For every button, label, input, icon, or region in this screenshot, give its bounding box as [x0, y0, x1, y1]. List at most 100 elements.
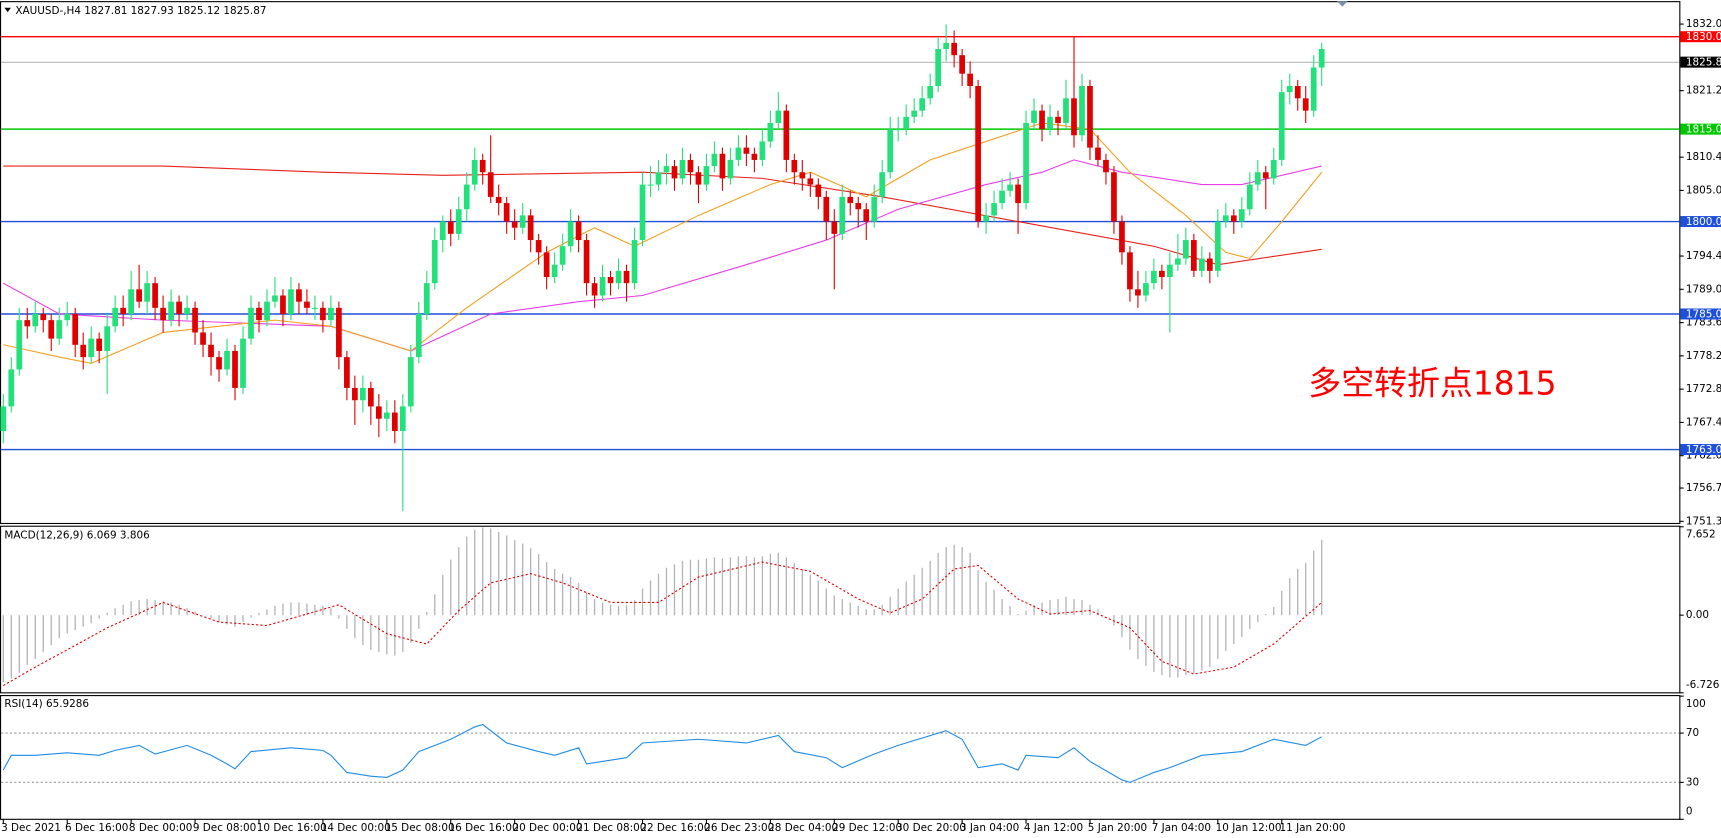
candle-body: [168, 301, 174, 321]
candle-body: [399, 406, 406, 432]
candle-body: [903, 116, 910, 130]
candle-body: [256, 307, 262, 321]
y-tick-label: 1821.25: [1686, 85, 1721, 97]
candle-body: [567, 221, 574, 247]
candle-body: [775, 110, 782, 123]
candle-body: [1206, 258, 1213, 271]
candle-body: [807, 178, 814, 185]
y-tick-label: 1794.40: [1686, 250, 1721, 262]
y-tick-label: 1789.00: [1686, 283, 1721, 295]
candle-body: [671, 166, 678, 179]
candle-body: [144, 283, 150, 302]
candle-body: [344, 357, 350, 388]
candle-body: [1278, 92, 1285, 160]
candle-body: [719, 153, 726, 179]
candle-body: [136, 289, 142, 302]
candle-body: [112, 307, 119, 327]
candle-body: [983, 215, 989, 222]
candle-body: [160, 307, 166, 321]
candle-body: [1222, 215, 1229, 222]
candle-body: [1167, 264, 1173, 278]
candle-body: [703, 166, 710, 185]
x-tick-label: 22 Dec 16:00: [640, 822, 710, 834]
candle-body: [415, 313, 422, 358]
candle-body: [1214, 221, 1221, 271]
candle-body: [1007, 184, 1013, 191]
candle-body: [383, 412, 390, 419]
candle-body: [839, 196, 846, 234]
level-label-box: [1680, 31, 1721, 43]
indicator-label: MACD(12,26,9) 6.069 3.806: [4, 530, 149, 542]
candle-body: [1119, 221, 1125, 253]
candle-body: [360, 387, 366, 401]
candle-body: [1183, 240, 1189, 259]
menu-arrow[interactable]: [4, 7, 11, 13]
candle-body: [631, 240, 638, 284]
candle-body: [447, 221, 454, 234]
candle-body: [999, 190, 1005, 204]
candle-body: [8, 369, 15, 407]
x-tick-label: 11 Jan 20:00: [1280, 822, 1346, 834]
candle-body: [1071, 98, 1077, 136]
candle-body: [1175, 258, 1181, 265]
candle-body: [1055, 116, 1061, 123]
candle-body: [48, 320, 55, 339]
y-tick-label: 30: [1686, 776, 1699, 788]
candle-body: [1103, 159, 1109, 173]
candle-body: [80, 344, 87, 358]
y-tick-label: 1767.40: [1686, 416, 1721, 428]
candle-body: [1063, 98, 1069, 123]
indicator-label: RSI(14) 65.9286: [4, 698, 89, 710]
moving-average: [3, 122, 1323, 364]
candle-body: [479, 159, 486, 173]
chart-header: XAUUSD-,H4 1827.81 1827.93 1825.12 1825.…: [15, 5, 266, 17]
candle-body: [1087, 85, 1093, 148]
candle-body: [32, 313, 39, 327]
candle-body: [951, 42, 957, 56]
candle-body: [455, 209, 462, 234]
candle-body: [639, 184, 646, 241]
candle-body: [1031, 110, 1037, 123]
candle-body: [1111, 172, 1117, 222]
candle-body: [1254, 172, 1261, 185]
x-tick-label: 10 Dec 16:00: [257, 822, 327, 834]
candle-body: [1095, 147, 1101, 160]
candle-body: [503, 203, 510, 222]
candle-body: [607, 277, 614, 284]
y-tick-label: 1805.05: [1686, 184, 1721, 196]
candle-body: [280, 295, 286, 314]
candle-body: [0, 406, 7, 432]
candle-body: [591, 283, 598, 296]
candle-body: [911, 110, 918, 117]
candle-body: [495, 196, 502, 204]
candle-body: [1270, 159, 1277, 179]
x-tick-label: 4 Jan 12:00: [1024, 822, 1083, 834]
candle-body: [16, 320, 23, 370]
candle-body: [967, 73, 973, 86]
candle-body: [815, 184, 822, 197]
candle-body: [863, 209, 870, 222]
candle-body: [1302, 98, 1309, 111]
candle-body: [487, 172, 494, 197]
candle-body: [935, 49, 942, 86]
candle-body: [647, 184, 654, 186]
candle-body: [1023, 122, 1029, 204]
level-label: 1825.87: [1686, 57, 1721, 69]
candle-body: [847, 196, 854, 204]
candle-body: [1047, 116, 1053, 130]
level-label-box: [1680, 444, 1721, 456]
level-label-box: [1680, 216, 1721, 228]
candle-body: [1230, 215, 1237, 222]
y-tick-label: 1810.45: [1686, 151, 1721, 163]
candle-body: [208, 344, 214, 358]
shift-marker: [1336, 1, 1348, 7]
candle-body: [1294, 85, 1301, 99]
level-label-box: [1680, 308, 1721, 320]
x-tick-label: 3 Jan 04:00: [960, 822, 1019, 834]
candle-body: [1127, 252, 1133, 290]
candle-body: [559, 246, 566, 265]
candle-body: [463, 184, 470, 210]
candle-body: [599, 277, 606, 296]
